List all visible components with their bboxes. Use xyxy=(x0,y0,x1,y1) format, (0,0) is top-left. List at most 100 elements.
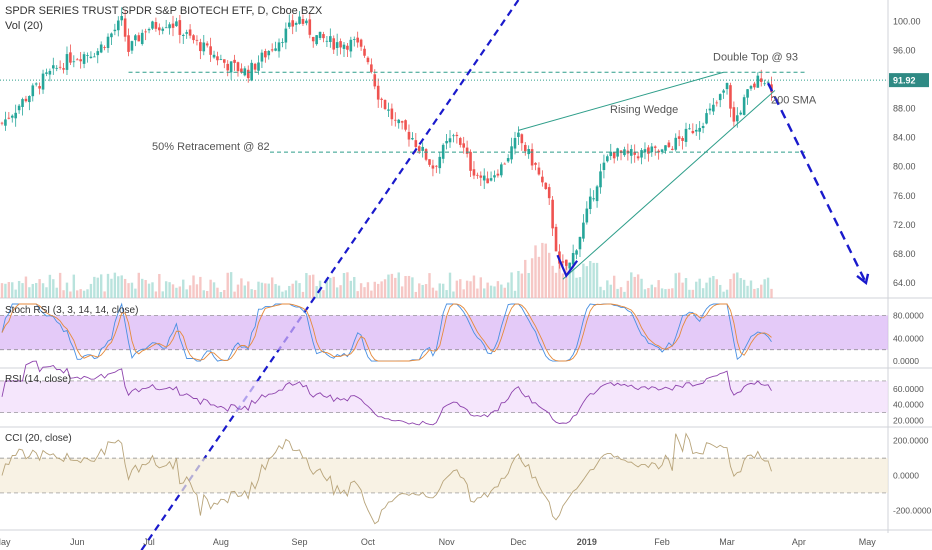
time-tick-label: Feb xyxy=(654,537,670,547)
volume-bar xyxy=(188,285,192,298)
candle-body xyxy=(667,142,671,148)
volume-bar xyxy=(561,273,565,298)
volume-bar xyxy=(612,275,616,298)
candle-body xyxy=(585,208,589,223)
volume-bar xyxy=(219,291,223,298)
volume-bar xyxy=(281,291,284,298)
candle-body xyxy=(305,20,308,24)
volume-bar xyxy=(626,280,630,298)
volume-bar xyxy=(212,282,216,298)
candle-body xyxy=(151,21,154,29)
candle-body xyxy=(482,175,486,181)
candle-body xyxy=(257,62,260,71)
volume-bar xyxy=(346,272,349,298)
volume-bar xyxy=(575,277,578,298)
candle-body xyxy=(715,102,719,104)
volume-bar xyxy=(527,273,530,298)
time-tick-label: May xyxy=(0,537,11,547)
volume-bar xyxy=(630,272,633,298)
volume-bar xyxy=(99,274,103,298)
volume-bar xyxy=(154,291,158,298)
candle-body xyxy=(414,140,418,147)
candle-body xyxy=(749,86,753,89)
candle-body xyxy=(311,36,315,42)
volume-bar xyxy=(288,285,291,298)
candle-body xyxy=(31,85,35,97)
candle-body xyxy=(120,16,123,21)
candle-body xyxy=(14,112,17,119)
volume-bar xyxy=(284,290,288,298)
volume-bar xyxy=(595,262,599,298)
volume-bar xyxy=(725,289,729,298)
candle-body xyxy=(55,67,59,69)
volume-bar xyxy=(24,276,28,298)
volume-bar xyxy=(113,272,117,298)
time-tick-label: Jul xyxy=(143,537,155,547)
volume-bar xyxy=(199,276,202,298)
candle-body xyxy=(205,43,209,46)
volume-bar xyxy=(76,290,79,298)
price-candles xyxy=(0,7,773,274)
price-tick-label: 80.00 xyxy=(893,162,916,172)
volume-bar xyxy=(640,278,643,298)
candle-body xyxy=(753,83,756,88)
candle-body xyxy=(260,52,264,62)
candle-body xyxy=(554,226,558,252)
volume-bar xyxy=(479,277,482,298)
candle-body xyxy=(578,236,582,250)
candle-body xyxy=(315,35,318,45)
volume-bar xyxy=(431,287,435,298)
rsi-tick-label: 60.0000 xyxy=(893,384,924,394)
candle-body xyxy=(38,86,41,89)
volume-bar xyxy=(55,287,58,298)
volume-bar xyxy=(534,245,537,298)
volume-bar xyxy=(554,272,558,298)
rsi-band xyxy=(0,380,888,413)
volume-bar xyxy=(52,279,55,298)
volume-bar xyxy=(240,278,243,298)
candle-body xyxy=(541,176,544,183)
volume-bar xyxy=(120,275,123,298)
price-tick-label: 84.00 xyxy=(893,133,916,143)
candle-body xyxy=(400,121,404,123)
stoch-tick-label: 0.0000 xyxy=(893,356,919,366)
volume-bar xyxy=(763,279,766,298)
volume-bar xyxy=(175,287,178,298)
volume-bar xyxy=(14,289,17,298)
volume-bar xyxy=(182,279,185,298)
candle-body xyxy=(534,162,537,165)
volume-bar xyxy=(161,291,164,298)
candle-body xyxy=(650,146,654,153)
volume-bar xyxy=(123,278,127,298)
volume-bar xyxy=(756,288,760,298)
candle-body xyxy=(506,158,510,162)
candle-body xyxy=(82,54,86,64)
volume-bar xyxy=(322,290,325,298)
volume-bar xyxy=(739,278,742,298)
volume-bar xyxy=(472,275,476,298)
candle-body xyxy=(144,31,147,33)
volume-bar xyxy=(448,272,452,298)
volume-bar xyxy=(452,291,455,298)
volume-bar xyxy=(250,289,253,298)
candle-body xyxy=(236,62,240,72)
volume-bar xyxy=(722,291,725,298)
candle-body xyxy=(452,135,455,137)
volume-bar xyxy=(4,283,7,298)
candle-body xyxy=(431,165,435,169)
cci-band xyxy=(0,458,888,493)
volume-bar xyxy=(377,283,380,298)
volume-bar xyxy=(223,290,226,298)
candle-body xyxy=(513,138,517,149)
candle-body xyxy=(99,44,103,53)
volume-bar xyxy=(671,288,674,298)
candle-body xyxy=(671,148,674,150)
candle-body xyxy=(192,35,195,41)
volume-bar xyxy=(503,287,506,298)
volume-bar xyxy=(41,283,45,298)
candle-body xyxy=(657,150,660,153)
volume-bar xyxy=(438,283,441,298)
volume-bar xyxy=(537,256,541,298)
volume-bar xyxy=(79,289,82,298)
